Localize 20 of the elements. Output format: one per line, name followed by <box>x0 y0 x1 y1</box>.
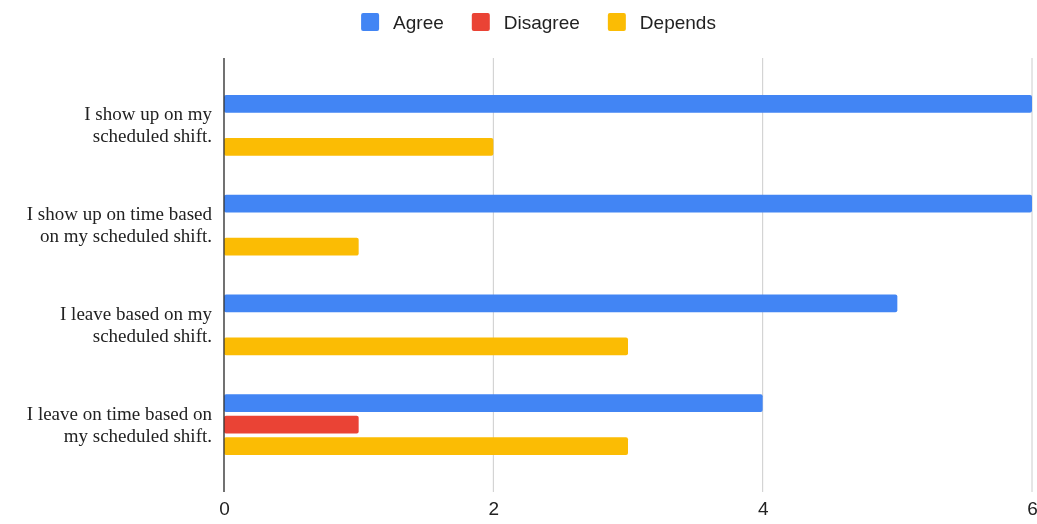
bar <box>224 394 763 412</box>
legend-label: Depends <box>639 12 716 33</box>
y-tick-label: I leave based on my scheduled shift. <box>60 302 213 346</box>
y-tick-label: I show up on my scheduled shift. <box>84 103 213 147</box>
legend-label: Disagree <box>503 12 580 33</box>
bar <box>224 138 494 156</box>
x-tick-label: 4 <box>757 498 769 520</box>
x-tick-label: 0 <box>219 498 230 520</box>
bar <box>224 294 898 313</box>
legend-label: Agree <box>393 12 444 33</box>
bar <box>224 415 359 434</box>
x-tick-label: 6 <box>1027 498 1037 520</box>
bar <box>224 94 1032 113</box>
bar <box>224 237 359 256</box>
bar <box>224 194 1032 213</box>
y-tick-label: I show up on time based on my scheduled shift. <box>26 203 213 247</box>
bar <box>224 437 628 456</box>
y-tick-label: I leave on time based on my scheduled shift. <box>26 402 213 446</box>
bar <box>224 337 628 356</box>
x-tick-label: 2 <box>488 498 500 520</box>
